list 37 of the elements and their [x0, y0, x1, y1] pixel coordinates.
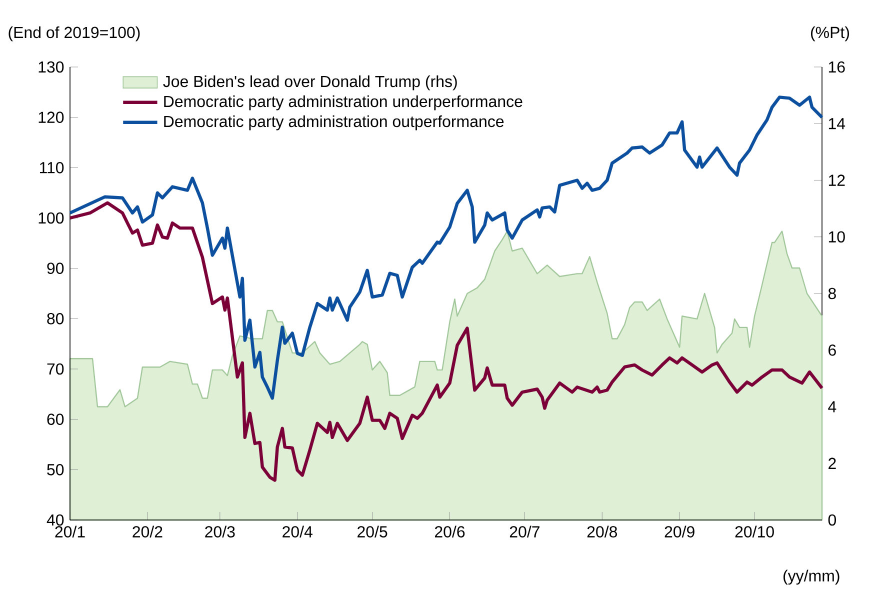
- y2-tick-label: 8: [828, 288, 836, 300]
- legend-label: Joe Biden's lead over Donald Trump (rhs): [163, 75, 457, 90]
- x-tick-label: 20/6: [434, 526, 465, 538]
- y2-tick-label: 14: [828, 118, 846, 130]
- y-tick-label: 100: [38, 212, 64, 224]
- x-tick-label: 20/3: [205, 526, 235, 538]
- y-tick-label: 110: [40, 162, 64, 174]
- line-series: [68, 96, 824, 400]
- x-tick-label: 20/8: [587, 526, 618, 538]
- line-series: [68, 201, 824, 482]
- y2-tick-label: 16: [828, 61, 845, 73]
- x-tick-label: 20/7: [510, 526, 540, 538]
- x-tick-label: 20/1: [55, 526, 85, 538]
- y-axis-title: (End of 2019=100): [8, 26, 140, 42]
- y-tick-label: 50: [47, 464, 64, 476]
- x-tick-label: 20/10: [735, 526, 774, 538]
- y-tick-label: 60: [47, 414, 64, 425]
- legend-label: Democratic party administration outperformance: [164, 115, 504, 130]
- y2-tick-label: 2: [828, 458, 836, 469]
- y2-tick-label: 6: [828, 344, 836, 356]
- x-tick-label: 20/4: [282, 526, 312, 538]
- y-tick-label: 130: [38, 61, 64, 73]
- x-tick-label: 20/2: [132, 526, 162, 538]
- legend-label: Democratic party administration underperformance: [164, 95, 522, 110]
- y-tick-label: 80: [47, 312, 64, 324]
- y2-tick-label: 0: [828, 514, 836, 526]
- y-tick-label: 120: [38, 112, 64, 123]
- x-tick-label: 20/5: [358, 526, 388, 538]
- x-axis-title: (yy/mm): [784, 570, 840, 585]
- y2-tick-label: 4: [828, 401, 836, 412]
- y-tick-label: 90: [47, 262, 64, 274]
- y2-tick-label: 12: [828, 174, 845, 186]
- y-tick-label: 40: [46, 514, 64, 526]
- y-tick-label: 70: [47, 363, 64, 375]
- x-tick-label: 20/9: [664, 526, 694, 538]
- y2-axis-title: (%Pt): [811, 26, 850, 42]
- y2-tick-label: 10: [828, 231, 845, 243]
